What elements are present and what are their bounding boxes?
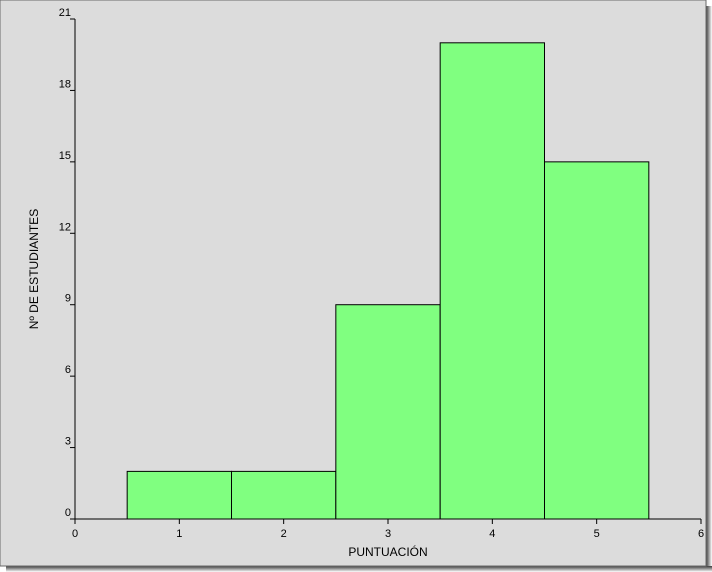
y-tick-label: 6 bbox=[65, 364, 71, 376]
y-tick-label: 9 bbox=[65, 293, 71, 305]
histogram-bar-5 bbox=[544, 161, 650, 520]
y-axis-title: Nº DE ESTUDIANTES bbox=[27, 209, 41, 329]
panel-shadow-bottom bbox=[6, 566, 712, 572]
bars-layer bbox=[126, 42, 650, 520]
x-axis-title: PUNTUACIÓN bbox=[348, 544, 427, 559]
y-tick-label: 15 bbox=[59, 150, 71, 162]
y-tick-label: 18 bbox=[59, 78, 71, 90]
y-ticks: 0 3 6 9 12 15 18 21 bbox=[59, 7, 75, 520]
x-tick-label: 3 bbox=[385, 528, 391, 540]
x-tick-label: 0 bbox=[72, 528, 78, 540]
histogram-bar-2 bbox=[231, 470, 337, 520]
y-tick-label: 0 bbox=[65, 507, 71, 519]
x-tick-label: 5 bbox=[594, 528, 600, 540]
y-tick-label: 21 bbox=[59, 7, 71, 19]
histogram-bar-4 bbox=[439, 42, 545, 520]
x-tick-label: 4 bbox=[489, 528, 495, 540]
panel-shadow-right bbox=[706, 6, 712, 567]
x-ticks: 0 1 2 3 4 5 6 bbox=[72, 519, 704, 540]
histogram-bar-1 bbox=[126, 470, 232, 520]
x-tick-label: 1 bbox=[176, 528, 182, 540]
y-tick-label: 12 bbox=[59, 221, 71, 233]
histogram-bar-3 bbox=[335, 304, 441, 520]
x-tick-label: 6 bbox=[698, 528, 704, 540]
x-tick-label: 2 bbox=[281, 528, 287, 540]
y-tick-label: 3 bbox=[65, 436, 71, 448]
